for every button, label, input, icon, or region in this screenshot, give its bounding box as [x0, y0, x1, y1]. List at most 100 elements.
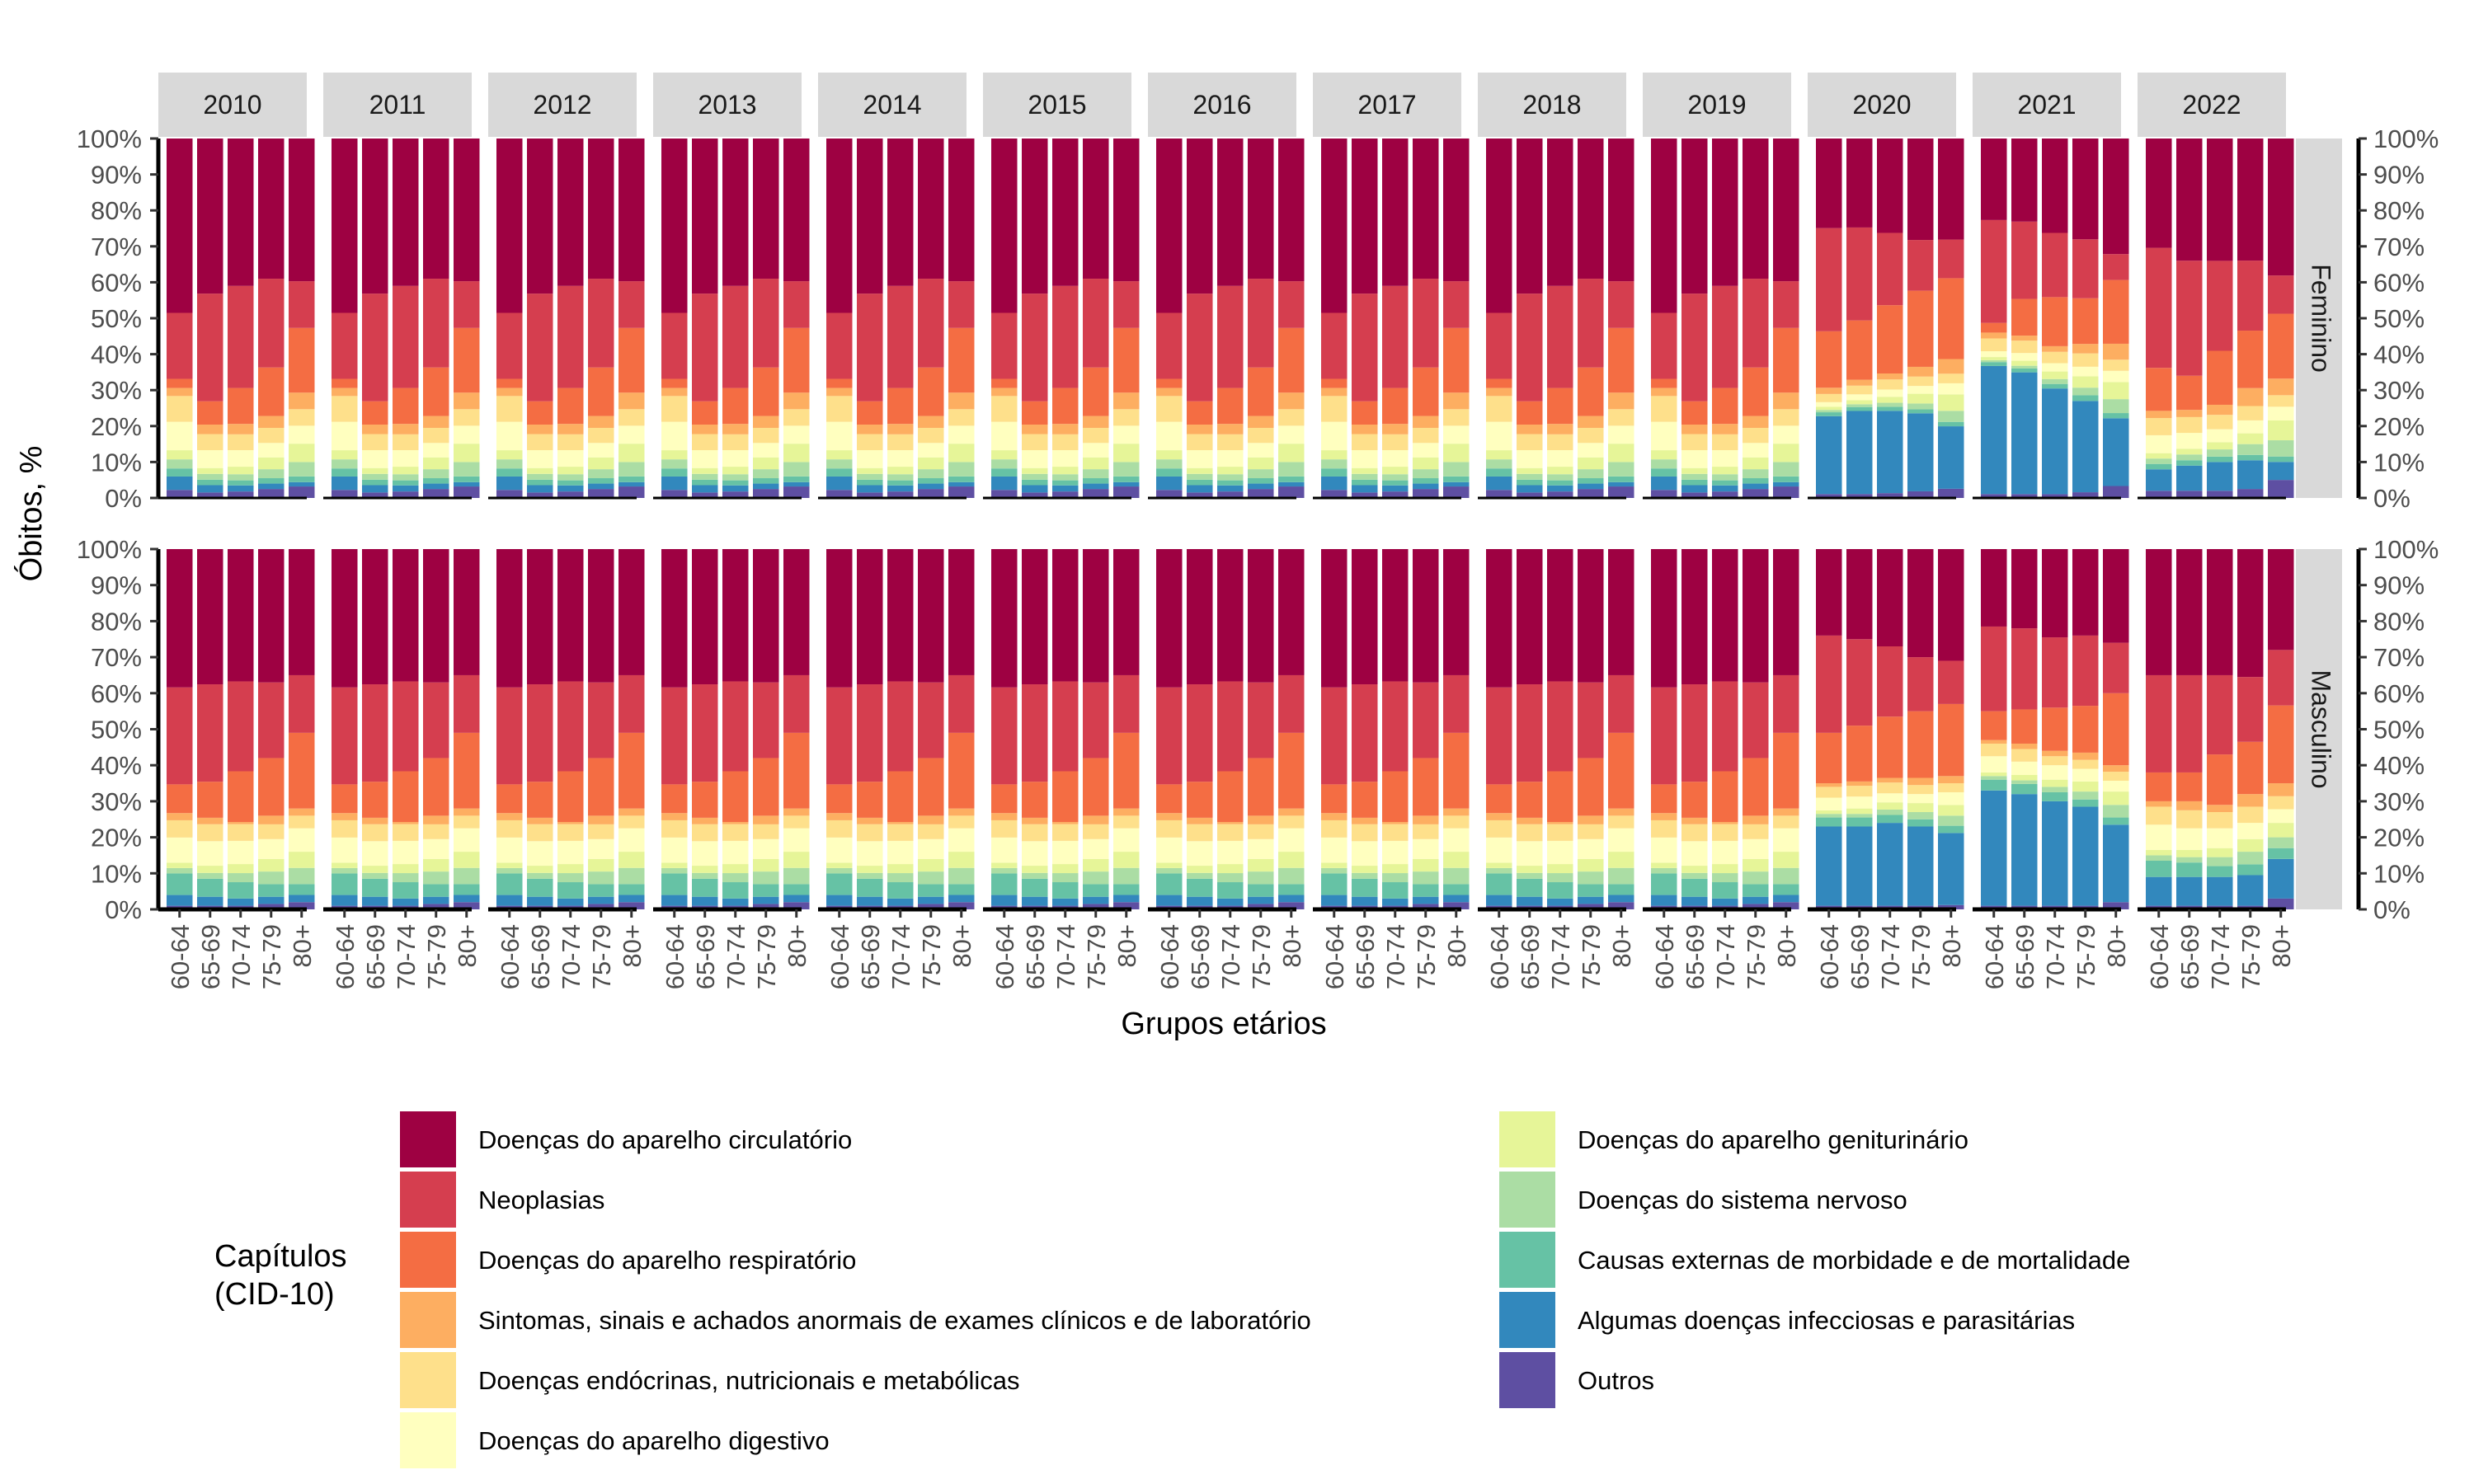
bar-segment-feminino-2012-65-69-s2 [527, 479, 553, 486]
bar-segment-masculino-2010-65-69-s1 [197, 896, 223, 906]
bar-segment-feminino-2013-70-74-s6 [722, 434, 749, 451]
bar-segment-feminino-2022-75-79-s5 [2237, 420, 2264, 434]
bar-segment-feminino-2017-60-64-s9 [1321, 312, 1348, 379]
bar-segment-masculino-2012-80+-s1 [618, 895, 645, 903]
bar-segment-feminino-2021-60-64-s2 [1981, 362, 2007, 366]
bar-segment-masculino-2016-75-79-s9 [1248, 682, 1274, 758]
bar-segment-feminino-2010-75-79-s10 [258, 139, 285, 279]
bar-segment-feminino-2016-65-69-s3 [1187, 473, 1213, 480]
bar-segment-feminino-2022-75-79-s10 [2237, 139, 2264, 261]
bar-segment-masculino-2015-65-69-s1 [1022, 896, 1048, 906]
bar-segment-masculino-2015-80+-s9 [1113, 674, 1140, 733]
bar-segment-masculino-2022-65-69-s6 [2176, 810, 2203, 829]
bar-segment-masculino-2019-65-69-s3 [1681, 872, 1708, 879]
bar-segment-feminino-2022-65-69-s9 [2176, 261, 2203, 376]
y-tick-label-left: 0% [105, 895, 142, 924]
bar-segment-feminino-2017-65-69-s7 [1352, 425, 1378, 434]
bar-segment-masculino-2017-70-74-s5 [1382, 840, 1409, 865]
bar-segment-masculino-2020-70-74-s8 [1877, 716, 1903, 778]
y-tick-label-right: 20% [2373, 824, 2425, 852]
bar-segment-feminino-2017-60-64-s7 [1321, 387, 1348, 397]
bar-segment-feminino-2019-70-74-s1 [1712, 485, 1738, 492]
bar-segment-masculino-2022-60-64-s2 [2146, 861, 2172, 877]
bar-segment-feminino-2010-65-69-s9 [197, 294, 223, 402]
bar-segment-masculino-2011-80+-s10 [454, 549, 480, 675]
bar-segment-masculino-2012-80+-s2 [618, 884, 645, 895]
bar-segment-feminino-2010-75-79-s5 [258, 443, 285, 458]
bar-segment-feminino-2010-80+-s7 [289, 392, 315, 410]
bar-segment-feminino-2011-70-74-s8 [393, 387, 419, 425]
bar-segment-masculino-2011-70-74-s10 [393, 549, 419, 682]
bar-segment-feminino-2021-75-79-s2 [2072, 395, 2099, 402]
facet-label-2018: 2018 [1522, 90, 1581, 120]
bar-segment-feminino-2018-80+-s10 [1608, 139, 1634, 282]
bar-segment-feminino-2017-80+-s2 [1443, 476, 1470, 482]
bar-segment-masculino-2018-80+-s3 [1608, 867, 1634, 885]
bar-segment-feminino-2010-60-64-s4 [167, 450, 193, 460]
bar-segment-feminino-2022-80+-s4 [2268, 420, 2294, 441]
bar-segment-feminino-2019-75-79-s2 [1743, 478, 1769, 484]
bar-segment-feminino-2021-80+-s2 [2103, 413, 2129, 419]
y-tick-label-right: 30% [2373, 787, 2425, 816]
bar-segment-feminino-2013-65-69-s7 [692, 425, 718, 434]
bar-segment-masculino-2022-80+-s2 [2268, 848, 2294, 859]
bar-segment-masculino-2019-70-74-s6 [1712, 824, 1738, 841]
bar-segment-feminino-2019-75-79-s5 [1743, 443, 1769, 458]
bar-segment-feminino-2022-60-64-s10 [2146, 139, 2172, 248]
bar-segment-feminino-2010-60-64-s1 [167, 476, 193, 491]
bar-segment-masculino-2016-75-79-s5 [1248, 838, 1274, 859]
bar-segment-masculino-2013-70-74-s4 [722, 864, 749, 874]
x-tick-label: 75-79 [1742, 924, 1771, 989]
bar-segment-masculino-2021-65-69-s6 [2011, 749, 2038, 762]
bar-segment-feminino-2012-80+-s5 [618, 425, 645, 444]
bar-segment-feminino-2010-70-74-s6 [228, 434, 254, 451]
bar-segment-feminino-2020-60-64-s6 [1816, 393, 1842, 402]
bar-segment-masculino-2019-75-79-s7 [1743, 815, 1769, 824]
bar-segment-feminino-2011-70-74-s1 [393, 485, 419, 492]
bar-segment-masculino-2011-70-74-s6 [393, 824, 419, 841]
bar-segment-feminino-2017-65-69-s8 [1352, 401, 1378, 425]
bar-segment-masculino-2021-80+-s0 [2103, 902, 2129, 909]
bar-segment-masculino-2015-60-64-s1 [991, 895, 1018, 906]
bar-segment-masculino-2019-60-64-s5 [1651, 837, 1677, 863]
bar-segment-feminino-2015-75-79-s8 [1083, 367, 1109, 416]
bar-segment-masculino-2017-60-64-s4 [1321, 862, 1348, 868]
x-tick-label: 80+ [2102, 924, 2131, 968]
bar-segment-feminino-2010-80+-s3 [289, 462, 315, 477]
row-strip-feminino [2296, 139, 2342, 498]
bar-segment-feminino-2016-75-79-s1 [1248, 483, 1274, 490]
bar-segment-feminino-2015-80+-s5 [1113, 425, 1140, 444]
bar-segment-masculino-2021-75-79-s9 [2072, 635, 2099, 707]
bar-segment-masculino-2016-75-79-s4 [1248, 858, 1274, 872]
bar-segment-masculino-2022-70-74-s2 [2207, 866, 2233, 877]
x-tick-label: 60-64 [331, 924, 360, 989]
bar-segment-feminino-2017-75-79-s5 [1413, 443, 1439, 458]
bar-segment-feminino-2011-80+-s8 [454, 327, 480, 393]
bar-segment-feminino-2016-70-74-s4 [1217, 467, 1244, 475]
bar-segment-feminino-2018-60-64-s3 [1486, 459, 1512, 469]
facet-strip-2015 [983, 73, 1131, 137]
bar-segment-feminino-2013-70-74-s8 [722, 387, 749, 425]
facet-strip-2011 [323, 73, 472, 137]
bar-segment-masculino-2020-65-69-s2 [1846, 817, 1873, 827]
bar-segment-feminino-2022-75-79-s9 [2237, 261, 2264, 331]
bar-segment-masculino-2010-80+-s6 [289, 815, 315, 829]
bar-segment-feminino-2018-70-74-s6 [1547, 434, 1573, 451]
bar-segment-masculino-2019-60-64-s6 [1651, 819, 1677, 838]
bar-segment-feminino-2016-75-79-s6 [1248, 427, 1274, 444]
bar-segment-masculino-2012-60-64-s2 [496, 873, 523, 895]
bar-segment-masculino-2013-80+-s9 [783, 674, 810, 733]
x-tick-label: 65-69 [196, 924, 225, 989]
bar-segment-masculino-2015-65-69-s9 [1022, 684, 1048, 782]
x-tick-label: 65-69 [1681, 924, 1710, 989]
bar-segment-feminino-2021-75-79-s8 [2072, 298, 2099, 345]
bar-segment-masculino-2012-65-69-s9 [527, 684, 553, 782]
bar-segment-masculino-2015-60-64-s5 [991, 837, 1018, 863]
bar-segment-masculino-2017-80+-s3 [1443, 867, 1470, 885]
bar-segment-feminino-2017-60-64-s2 [1321, 468, 1348, 477]
bar-segment-feminino-2010-60-64-s3 [167, 459, 193, 469]
bar-segment-masculino-2021-70-74-s2 [2042, 791, 2068, 801]
bar-segment-masculino-2015-80+-s2 [1113, 884, 1140, 895]
bar-segment-feminino-2017-65-69-s5 [1352, 450, 1378, 468]
bar-segment-feminino-2020-70-74-s9 [1877, 232, 1903, 306]
